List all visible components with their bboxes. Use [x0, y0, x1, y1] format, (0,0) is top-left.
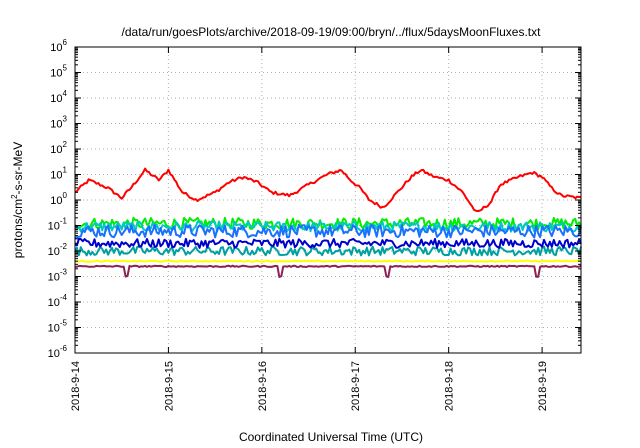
series-line: [74, 167, 582, 213]
series-line: [74, 223, 582, 239]
y-tick-base: 10: [50, 119, 62, 131]
x-axis-ticks: 2018-9-14 2018-9-15 2018-9-16 2018-9-17 2018…: [70, 47, 549, 411]
y-tick-exp: 1: [63, 166, 68, 175]
series-line: [74, 216, 582, 231]
y-tick-label: 105: [50, 64, 67, 80]
y-tick-base: 10: [50, 170, 62, 182]
y-tick-label: 103: [50, 115, 67, 131]
x-tick-label: 2018-9-19: [537, 361, 549, 411]
x-axis-label: Coordinated Universal Time (UTC): [239, 430, 423, 444]
series-lines: [74, 167, 582, 278]
y-axis-label: protons/cm2-s-sr-MeV: [10, 142, 25, 258]
y-tick-label: 10-3: [48, 268, 68, 284]
x-tick-label: 2018-9-18: [444, 361, 456, 411]
y-tick-exp: -2: [60, 242, 68, 251]
y-tick-label: 10-6: [48, 344, 68, 360]
series-line: [74, 264, 582, 278]
y-axis-label-post: -s-sr-MeV: [11, 142, 25, 195]
x-tick-label: 2018-9-17: [350, 361, 362, 411]
series-line: [74, 259, 582, 263]
y-tick-base: 10: [50, 195, 62, 207]
grid-lines: [75, 47, 581, 353]
y-axis-label-pre: protons/cm: [11, 199, 25, 258]
y-tick-base: 10: [48, 297, 60, 309]
y-tick-exp: 4: [63, 89, 68, 98]
x-tick-label: 2018-9-15: [163, 361, 175, 411]
y-tick-exp: 6: [63, 38, 68, 47]
y-tick-exp: 2: [63, 140, 68, 149]
y-tick-label: 10-1: [48, 217, 68, 233]
y-tick-exp: 3: [63, 115, 68, 124]
y-tick-exp: -1: [60, 217, 68, 226]
y-tick-label: 106: [50, 38, 67, 54]
series-line: [74, 245, 582, 257]
y-tick-base: 10: [50, 42, 62, 54]
y-tick-base: 10: [48, 323, 60, 335]
y-tick-exp: 5: [63, 64, 68, 73]
y-axis-label-sup: 2: [10, 194, 19, 199]
x-tick-label: 2018-9-14: [70, 361, 82, 411]
y-tick-base: 10: [50, 93, 62, 105]
y-axis-ticks: 10-610-510-410-310-210-11001011021031041…: [48, 38, 581, 360]
y-tick-base: 10: [50, 144, 62, 156]
y-tick-exp: 0: [63, 191, 68, 200]
y-tick-exp: -5: [60, 319, 68, 328]
y-tick-label: 10-2: [48, 242, 68, 258]
y-tick-base: 10: [48, 348, 60, 360]
y-tick-base: 10: [48, 221, 60, 233]
y-tick-label: 104: [50, 89, 67, 105]
y-tick-label: 100: [50, 191, 67, 207]
series-line: [74, 237, 582, 249]
y-tick-label: 101: [50, 166, 67, 182]
y-tick-base: 10: [48, 246, 60, 258]
chart-title: /data/run/goesPlots/archive/2018-09-19/0…: [122, 25, 542, 39]
y-tick-label: 102: [50, 140, 67, 156]
y-tick-exp: -6: [60, 344, 68, 353]
y-tick-base: 10: [50, 68, 62, 80]
x-tick-label: 2018-9-16: [257, 361, 269, 411]
y-tick-exp: -3: [60, 268, 68, 277]
y-tick-label: 10-4: [48, 293, 68, 309]
y-tick-label: 10-5: [48, 319, 68, 335]
y-tick-base: 10: [48, 272, 60, 284]
y-tick-exp: -4: [60, 293, 68, 302]
